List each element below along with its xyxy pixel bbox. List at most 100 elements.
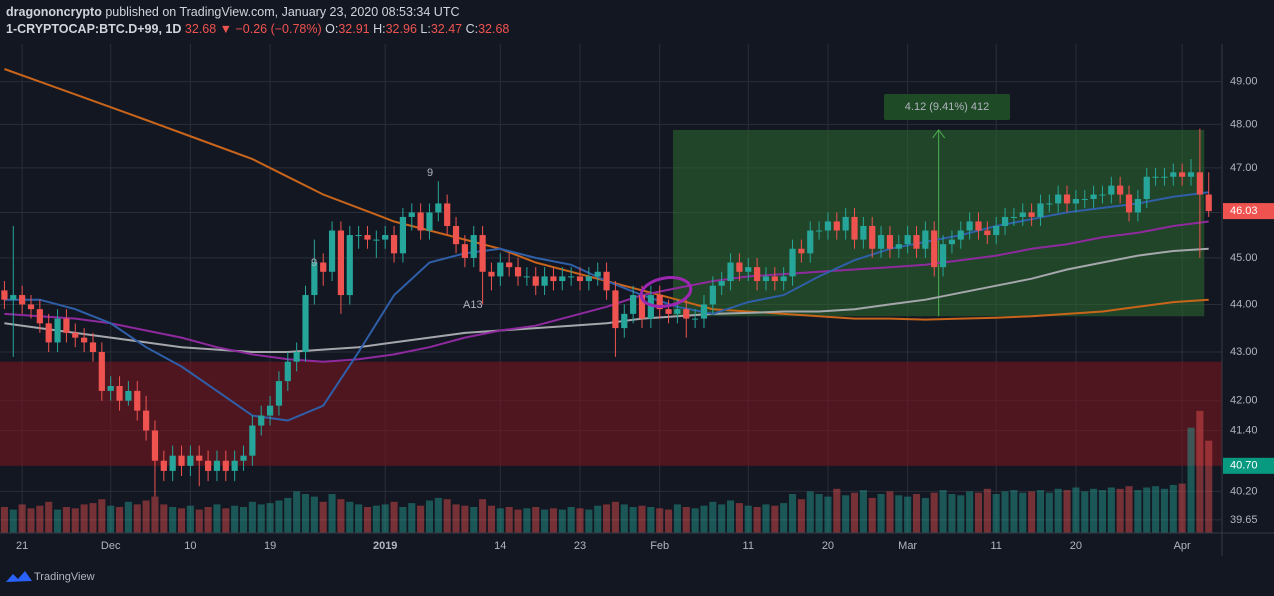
volume-bar [1152, 486, 1160, 533]
volume-bar [753, 507, 761, 533]
candle-body [1046, 203, 1053, 205]
candle-body [1037, 203, 1044, 217]
candle-body [328, 230, 336, 272]
volume-bar [850, 492, 859, 533]
candle-body [1072, 198, 1079, 204]
volume-bar [27, 508, 35, 533]
logo-icon [6, 571, 32, 582]
volume-bar [257, 504, 265, 533]
candle-body [656, 295, 663, 310]
candle-body [355, 235, 362, 237]
candle-body [479, 235, 486, 272]
volume-bar [1045, 492, 1053, 533]
candle-body [568, 276, 575, 278]
candle-body [63, 318, 70, 333]
candle-body [975, 221, 982, 231]
volume-bar [355, 504, 363, 533]
candle-body [727, 262, 734, 282]
volume-bar [470, 507, 478, 533]
volume-bar [133, 504, 141, 533]
candle-body [178, 455, 185, 466]
volume-bar [98, 499, 106, 533]
volume-bar [1196, 410, 1204, 533]
logo: TradingView [6, 571, 95, 583]
candle-body [700, 304, 708, 319]
volume-bar [248, 501, 256, 533]
x-tick-label: Mar [898, 540, 917, 552]
volume-bar [992, 494, 1000, 533]
candle-body [81, 337, 88, 343]
candle-body [762, 276, 770, 282]
volume-bar [293, 491, 301, 533]
candle-body [1125, 194, 1133, 213]
volume-bar [1090, 488, 1098, 533]
volume-bar [142, 500, 150, 533]
price-label: 46.03 [1230, 205, 1258, 217]
price-label: 40.70 [1230, 460, 1258, 472]
candle-body [550, 276, 557, 282]
x-tick-label: 19 [264, 540, 276, 552]
volume-bar [576, 508, 584, 533]
volume-bar [603, 504, 611, 533]
volume-bar [1169, 484, 1177, 533]
candle-body [89, 342, 97, 353]
volume-bar [647, 507, 655, 533]
volume-bar [673, 504, 681, 533]
x-tick-label: 2019 [373, 540, 397, 552]
candle-body [337, 230, 345, 296]
candle-body [957, 230, 964, 240]
volume-bar [549, 508, 557, 533]
candle-body [497, 262, 504, 277]
header-line-1: dragononcrypto published on TradingView.… [6, 5, 460, 19]
candle-body [444, 203, 451, 226]
moving-average [4, 247, 1209, 353]
volume-bar [877, 494, 885, 533]
volume-bar [301, 494, 310, 533]
candle-body [948, 239, 956, 245]
candle-body [1010, 216, 1018, 218]
volume-bar [611, 501, 619, 533]
candle-body [754, 267, 761, 282]
volume-bar [195, 509, 203, 533]
volume-bar [71, 508, 79, 533]
candle-body [931, 230, 938, 268]
volume-bar [957, 495, 965, 533]
candle-body [151, 430, 159, 461]
candle-body [311, 262, 318, 296]
volume-bar [390, 501, 398, 533]
volume-bar [665, 509, 673, 533]
candle-body [143, 410, 150, 431]
candle-body [452, 225, 460, 245]
volume-bar [1143, 487, 1151, 533]
volume-bar [1134, 490, 1142, 533]
candle-body [125, 390, 132, 401]
candle-body [54, 318, 61, 343]
candle-body [1019, 212, 1026, 217]
volume-bar [231, 505, 239, 533]
volume-bar [700, 505, 708, 533]
volume-bar [797, 499, 805, 533]
highlight-ellipse [639, 276, 693, 308]
volume-bar [948, 494, 956, 533]
volume-bar [709, 501, 717, 533]
candle-body [939, 244, 947, 268]
candle-body [213, 460, 221, 471]
volume-bar [806, 491, 814, 533]
volume-bar [1160, 488, 1168, 533]
candle-body [532, 276, 539, 286]
x-tick-label: Apr [1174, 540, 1191, 552]
volume-bar [399, 507, 407, 533]
volume-bar [718, 504, 726, 533]
candle-body [1196, 172, 1203, 195]
candle-body [19, 295, 26, 305]
volume-bar [505, 507, 513, 533]
volume-bar [558, 509, 566, 533]
candle-body [249, 425, 256, 456]
volume-bar [186, 505, 194, 533]
volume-bar [443, 499, 451, 533]
candle-body [807, 230, 814, 254]
volume-bar [425, 500, 434, 533]
volume-bar [1019, 492, 1027, 533]
change: ▼ −0.26 (−0.78%) [220, 22, 322, 36]
